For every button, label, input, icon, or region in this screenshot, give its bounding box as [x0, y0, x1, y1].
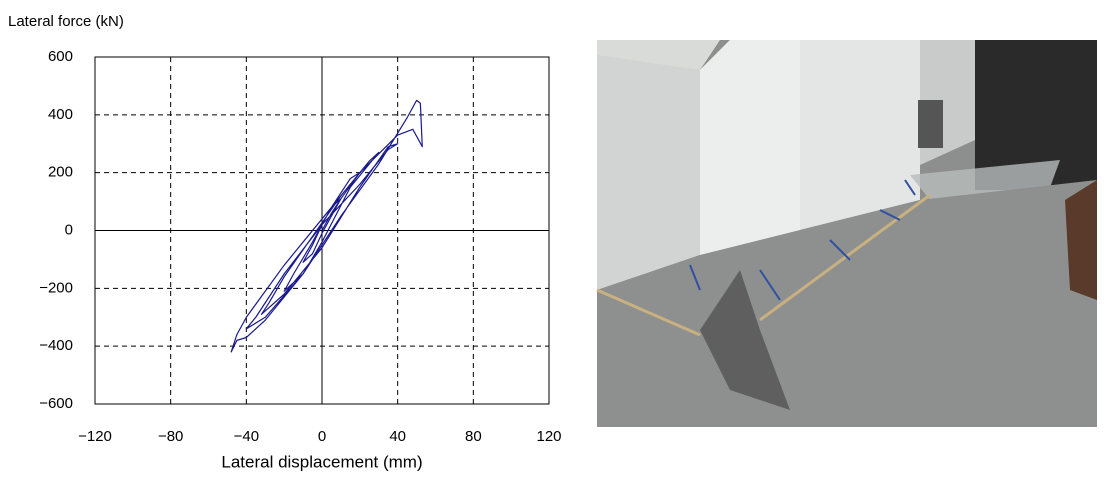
y-tick-label: −600	[39, 395, 73, 412]
y-tick-label: −200	[39, 279, 73, 296]
y-tick-label: 600	[48, 48, 73, 65]
x-tick-label: 120	[536, 428, 561, 445]
y-tick-label: 0	[65, 221, 73, 238]
y-tick-label: 200	[48, 164, 73, 181]
x-tick-label: −80	[158, 428, 183, 445]
x-tick-label: −120	[78, 428, 112, 445]
y-tick-label: 400	[48, 106, 73, 123]
y-axis-title: Lateral force (kN)	[8, 13, 124, 30]
x-tick-label: 80	[465, 428, 482, 445]
x-tick-label: −40	[234, 428, 259, 445]
x-tick-label: 40	[389, 428, 406, 445]
photo	[597, 40, 1097, 427]
x-axis-title: Lateral displacement (mm)	[221, 452, 422, 471]
y-tick-label: −400	[39, 337, 73, 354]
x-tick-label: 0	[318, 428, 326, 445]
figure: Lateral force (kN) Lateral displacement …	[0, 0, 1105, 475]
